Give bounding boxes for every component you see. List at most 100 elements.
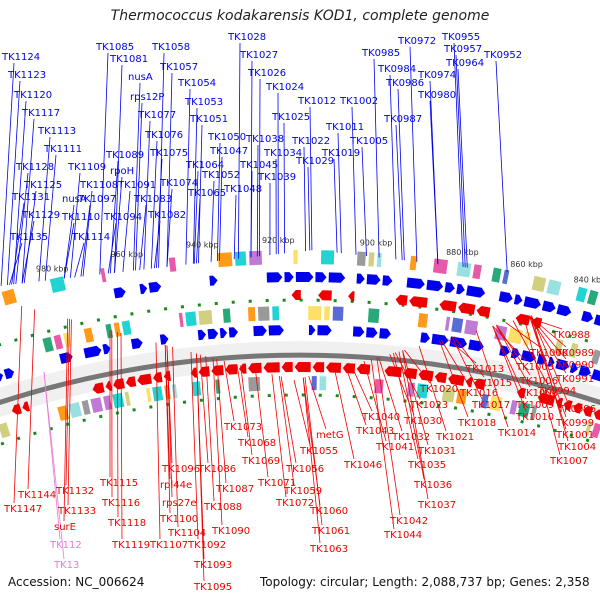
cog-block (356, 251, 366, 266)
reverse-gene-label: TK1116 (101, 498, 140, 509)
reverse-gene-label: TK1035 (407, 460, 446, 471)
reverse-gene-arrow (439, 300, 457, 312)
cog-block (530, 405, 538, 420)
cog-block (0, 422, 11, 439)
reverse-gene-arrow (348, 291, 355, 302)
reverse-leader-line (280, 376, 297, 464)
cog-block (546, 279, 562, 296)
rna-leader-line (43, 371, 65, 560)
forward-gene-label: TK1125 (23, 180, 62, 191)
reverse-gene-label: TK1014 (497, 428, 536, 439)
reverse-gene-arrow (113, 378, 125, 390)
reverse-gene-arrow (294, 362, 311, 373)
reverse-gene-arrow (342, 363, 356, 374)
reverse-leader-line (523, 317, 561, 456)
cog-block (417, 313, 429, 328)
forward-gene-arrow (591, 369, 600, 382)
reverse-gene-arrow (573, 402, 583, 414)
cog-block (409, 255, 418, 271)
forward-gene-label: nusA (128, 72, 153, 83)
reverse-leader-line (27, 309, 35, 490)
forward-gene-arrow (366, 327, 378, 338)
reverse-leader-line (236, 364, 249, 438)
forward-gene-label: TK1135 (9, 232, 48, 243)
forward-gene-label: TK1065 (187, 188, 226, 199)
reverse-leader-line (271, 373, 287, 498)
forward-gene-label: TK1117 (21, 108, 60, 119)
reverse-gene-arrow (153, 372, 163, 383)
reverse-leader-line (255, 369, 269, 478)
forward-gene-label: TK1027 (239, 50, 278, 61)
reverse-gene-label: TK1093 (193, 560, 232, 571)
reverse-gene-label: TK1104 (167, 528, 206, 539)
forward-gene-label: TK1108 (79, 180, 118, 191)
forward-gene-label: rpoH (110, 166, 134, 177)
feature-tracks (0, 250, 600, 447)
reverse-gene-label: TK1031 (417, 446, 456, 457)
reverse-gene-label: TK1132 (55, 486, 94, 497)
reverse-gene-label: TK1003 (515, 362, 554, 373)
reverse-leader-line (308, 375, 327, 430)
forward-gene-label: TK1048 (223, 184, 262, 195)
forward-gene-label: TK0974 (417, 70, 456, 81)
forward-gene-label: TK1047 (209, 146, 248, 157)
forward-gene-arrow (197, 329, 206, 341)
reverse-gene-label: TK1008 (519, 388, 558, 399)
reverse-gene-arrow (517, 387, 527, 399)
cog-block (257, 306, 270, 321)
forward-gene-label: TK1019 (321, 148, 360, 159)
forward-leader-line (283, 122, 286, 254)
reverse-gene-label: TK1013 (465, 364, 504, 375)
cog-block (376, 252, 382, 268)
forward-gene-arrow (569, 362, 578, 374)
forward-leader-line (74, 242, 85, 278)
reverse-gene-arrow (92, 382, 105, 394)
cog-block (321, 250, 335, 265)
cog-block (248, 376, 261, 392)
reverse-gene-arrow (593, 409, 600, 421)
reverse-gene-arrow (22, 401, 31, 412)
forward-leader-line (389, 74, 397, 260)
forward-gene-arrow (523, 296, 541, 309)
kbp-tick-label: 980 kbp (36, 265, 69, 274)
reverse-leader-line (378, 356, 403, 432)
forward-gene-track-outer (113, 272, 600, 326)
reverse-leader-line (492, 325, 527, 362)
forward-gene-arrow (253, 325, 267, 337)
reverse-gene-label: TK1030 (403, 416, 442, 427)
reverse-leader-line (492, 325, 527, 400)
forward-gene-label: TK0987 (383, 114, 422, 125)
reverse-gene-label: TK1018 (457, 418, 496, 429)
forward-gene-label: TK1120 (13, 90, 52, 101)
cog-track-far (1, 250, 599, 306)
forward-leader-line (166, 188, 173, 267)
reverse-gene-label: TK1092 (187, 540, 226, 551)
label-leader-lines (0, 42, 569, 582)
forward-leader-line (198, 124, 203, 264)
reverse-leader-line (164, 344, 171, 514)
cog-block (586, 289, 599, 306)
reverse-gene-arrow (434, 372, 447, 384)
reverse-gene-label: TK1032 (391, 432, 430, 443)
forward-gene-label: TK1083 (133, 194, 172, 205)
reverse-gene-arrow (465, 377, 473, 388)
reverse-gene-label: TK1010 (515, 412, 554, 423)
reverse-gene-arrow (312, 362, 325, 373)
reverse-leader-line (190, 351, 199, 540)
cog-block (272, 306, 280, 321)
reverse-gene-arrow (125, 376, 137, 388)
forward-gene-label: TK1052 (201, 170, 240, 181)
forward-gene-label: TK1053 (184, 97, 223, 108)
forward-leader-line (44, 154, 57, 281)
forward-leader-line (122, 190, 131, 272)
forward-gene-label: TK1097 (77, 194, 116, 205)
reverse-gene-label: TK1023 (409, 400, 448, 411)
forward-leader-line (80, 204, 91, 277)
reverse-gene-label: TK1060 (309, 506, 348, 517)
cog-block (332, 306, 344, 321)
reverse-gene-label: TK1069 (241, 456, 280, 467)
reverse-gene-label: TK1059 (283, 486, 322, 497)
reverse-gene-label: TK1119 (111, 540, 150, 551)
forward-leader-line (233, 194, 237, 260)
reverse-gene-label: TK0994 (537, 386, 576, 397)
